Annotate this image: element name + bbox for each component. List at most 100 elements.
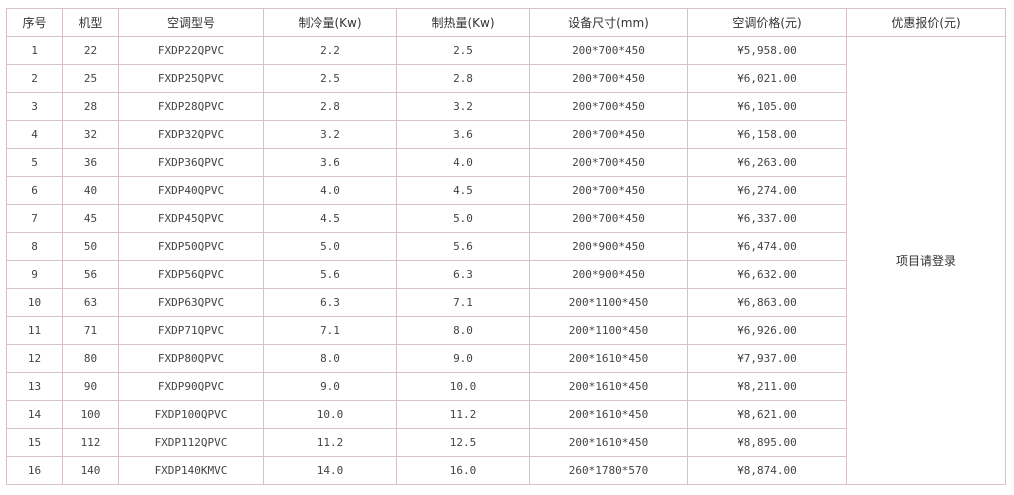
- cell-model: 112: [62, 428, 119, 457]
- cell-heating-capacity: 5.0: [396, 204, 530, 233]
- cell-heating-capacity: 2.8: [396, 64, 530, 93]
- cell-model: 71: [62, 316, 119, 345]
- cell-dimensions: 200*1610*450: [529, 344, 688, 373]
- cell-model: 32: [62, 120, 119, 149]
- cell-heating-capacity: 16.0: [396, 456, 530, 485]
- cell-ac-model: FXDP63QPVC: [118, 288, 264, 317]
- table-row: 15 112 FXDP112QPVC 11.2 12.5 200*1610*450 ¥8,8…: [6, 428, 1006, 457]
- cell-price: ¥6,105.00: [687, 92, 847, 121]
- price-table: 序号 机型 空调型号 制冷量(Kw) 制热量(Kw) 设备尺寸(mm) 空调价格(元) 优惠报…: [6, 8, 1006, 485]
- cell-model: 140: [62, 456, 119, 485]
- cell-index: 3: [6, 92, 63, 121]
- cell-ac-model: FXDP71QPVC: [118, 316, 264, 345]
- cell-model: 40: [62, 176, 119, 205]
- cell-index: 15: [6, 428, 63, 457]
- cell-dimensions: 200*700*450: [529, 204, 688, 233]
- cell-dimensions: 200*700*450: [529, 64, 688, 93]
- cell-dimensions: 200*1610*450: [529, 400, 688, 429]
- cell-model: 50: [62, 232, 119, 261]
- cell-price: ¥6,263.00: [687, 148, 847, 177]
- cell-model: 22: [62, 36, 119, 65]
- cell-price: ¥6,274.00: [687, 176, 847, 205]
- table-row: 16 140 FXDP140KMVC 14.0 16.0 260*1780*570 ¥8,8…: [6, 456, 1006, 485]
- cell-ac-model: FXDP45QPVC: [118, 204, 264, 233]
- cell-index: 9: [6, 260, 63, 289]
- cell-ac-model: FXDP36QPVC: [118, 148, 264, 177]
- cell-index: 7: [6, 204, 63, 233]
- cell-price: ¥6,474.00: [687, 232, 847, 261]
- cell-dimensions: 200*900*450: [529, 232, 688, 261]
- table-row: 5 36 FXDP36QPVC 3.6 4.0 200*700*450 ¥6,263.00: [6, 148, 1006, 177]
- cell-ac-model: FXDP25QPVC: [118, 64, 264, 93]
- cell-dimensions: 200*700*450: [529, 176, 688, 205]
- cell-index: 2: [6, 64, 63, 93]
- cell-model: 80: [62, 344, 119, 373]
- cell-heating-capacity: 9.0: [396, 344, 530, 373]
- promo-login-cell[interactable]: 项目请登录: [846, 36, 1006, 485]
- cell-cooling-capacity: 5.0: [263, 232, 397, 261]
- header-heating-capacity: 制热量(Kw): [396, 8, 530, 37]
- cell-heating-capacity: 8.0: [396, 316, 530, 345]
- cell-ac-model: FXDP90QPVC: [118, 372, 264, 401]
- cell-dimensions: 200*700*450: [529, 120, 688, 149]
- cell-dimensions: 200*900*450: [529, 260, 688, 289]
- cell-heating-capacity: 5.6: [396, 232, 530, 261]
- cell-heating-capacity: 12.5: [396, 428, 530, 457]
- cell-heating-capacity: 4.5: [396, 176, 530, 205]
- cell-ac-model: FXDP40QPVC: [118, 176, 264, 205]
- table-row: 4 32 FXDP32QPVC 3.2 3.6 200*700*450 ¥6,158.00: [6, 120, 1006, 149]
- cell-cooling-capacity: 3.6: [263, 148, 397, 177]
- cell-price: ¥8,211.00: [687, 372, 847, 401]
- cell-heating-capacity: 11.2: [396, 400, 530, 429]
- header-model: 机型: [62, 8, 119, 37]
- cell-ac-model: FXDP80QPVC: [118, 344, 264, 373]
- table-row: 8 50 FXDP50QPVC 5.0 5.6 200*900*450 ¥6,474.00: [6, 232, 1006, 261]
- cell-price: ¥6,632.00: [687, 260, 847, 289]
- cell-heating-capacity: 3.2: [396, 92, 530, 121]
- cell-cooling-capacity: 11.2: [263, 428, 397, 457]
- cell-cooling-capacity: 2.2: [263, 36, 397, 65]
- header-dimensions: 设备尺寸(mm): [529, 8, 688, 37]
- cell-index: 10: [6, 288, 63, 317]
- cell-price: ¥5,958.00: [687, 36, 847, 65]
- cell-cooling-capacity: 6.3: [263, 288, 397, 317]
- table-row: 2 25 FXDP25QPVC 2.5 2.8 200*700*450 ¥6,021.00: [6, 64, 1006, 93]
- cell-index: 16: [6, 456, 63, 485]
- cell-model: 90: [62, 372, 119, 401]
- cell-price: ¥6,863.00: [687, 288, 847, 317]
- cell-heating-capacity: 4.0: [396, 148, 530, 177]
- cell-cooling-capacity: 3.2: [263, 120, 397, 149]
- cell-dimensions: 200*1610*450: [529, 372, 688, 401]
- cell-model: 36: [62, 148, 119, 177]
- cell-dimensions: 200*700*450: [529, 92, 688, 121]
- header-cooling-capacity: 制冷量(Kw): [263, 8, 397, 37]
- header-price: 空调价格(元): [687, 8, 847, 37]
- header-row: 序号 机型 空调型号 制冷量(Kw) 制热量(Kw) 设备尺寸(mm) 空调价格(元) 优惠报…: [6, 8, 1006, 37]
- cell-cooling-capacity: 14.0: [263, 456, 397, 485]
- cell-price: ¥6,021.00: [687, 64, 847, 93]
- cell-heating-capacity: 7.1: [396, 288, 530, 317]
- cell-price: ¥6,158.00: [687, 120, 847, 149]
- cell-ac-model: FXDP32QPVC: [118, 120, 264, 149]
- cell-index: 11: [6, 316, 63, 345]
- cell-cooling-capacity: 2.5: [263, 64, 397, 93]
- cell-price: ¥7,937.00: [687, 344, 847, 373]
- cell-dimensions: 260*1780*570: [529, 456, 688, 485]
- cell-price: ¥6,926.00: [687, 316, 847, 345]
- table-row: 10 63 FXDP63QPVC 6.3 7.1 200*1100*450 ¥6,863.0…: [6, 288, 1006, 317]
- cell-index: 14: [6, 400, 63, 429]
- cell-cooling-capacity: 4.5: [263, 204, 397, 233]
- table-row: 12 80 FXDP80QPVC 8.0 9.0 200*1610*450 ¥7,937.0…: [6, 344, 1006, 373]
- cell-dimensions: 200*1100*450: [529, 316, 688, 345]
- cell-price: ¥8,874.00: [687, 456, 847, 485]
- cell-index: 12: [6, 344, 63, 373]
- header-promo-price: 优惠报价(元): [846, 8, 1006, 37]
- table-row: 14 100 FXDP100QPVC 10.0 11.2 200*1610*450 ¥8,6…: [6, 400, 1006, 429]
- cell-index: 6: [6, 176, 63, 205]
- cell-index: 13: [6, 372, 63, 401]
- cell-price: ¥6,337.00: [687, 204, 847, 233]
- cell-ac-model: FXDP50QPVC: [118, 232, 264, 261]
- cell-index: 8: [6, 232, 63, 261]
- cell-model: 56: [62, 260, 119, 289]
- table-row: 13 90 FXDP90QPVC 9.0 10.0 200*1610*450 ¥8,211.…: [6, 372, 1006, 401]
